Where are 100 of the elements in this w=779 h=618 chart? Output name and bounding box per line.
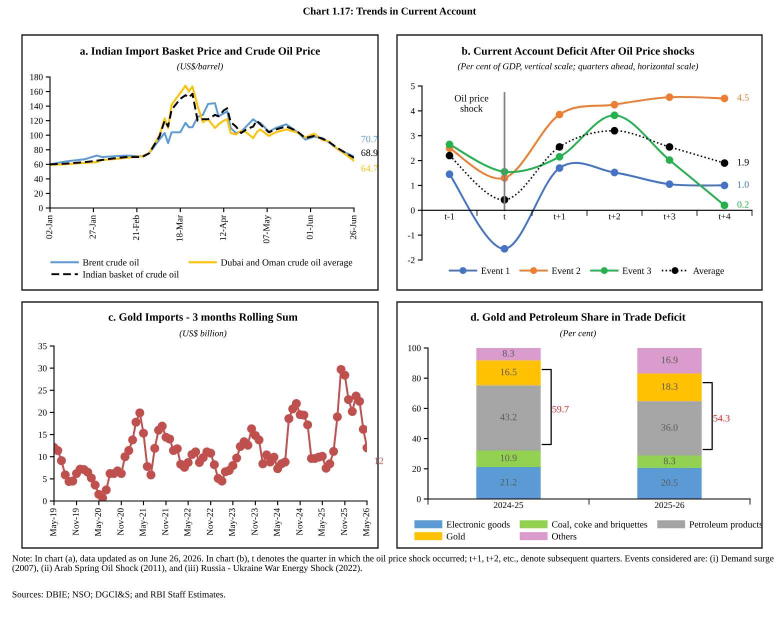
x-tick-label: 2024-25 [494, 502, 524, 508]
x-tick-label: 01-Jun [306, 215, 313, 240]
y-tick-label: 40 [34, 176, 43, 182]
annotation: 54.3 [714, 414, 730, 422]
bar [476, 348, 541, 360]
data-label: 20.5 [661, 479, 678, 486]
legend-label: Coal, coke and briquettes [552, 520, 648, 530]
data-label: 36.0 [661, 424, 678, 431]
legend-label: Electronic goods [446, 520, 510, 530]
x-tick-label: 2025-26 [654, 502, 684, 508]
y-tick-label: 10 [38, 454, 47, 460]
bar [637, 468, 702, 499]
y-tick-label: 0 [410, 207, 415, 214]
y-tick-label: 2 [410, 158, 415, 164]
y-tick-label: 0 [38, 205, 43, 212]
point [556, 153, 564, 161]
x-tick-label: Nov-22 [206, 508, 213, 536]
x-tick-label: t+3 [664, 213, 676, 220]
y-tick-label: 20 [38, 410, 47, 416]
point [446, 170, 454, 178]
y-tick-label: 20 [412, 466, 421, 472]
y-tick-label: 25 [38, 387, 47, 394]
x-tick-label: t [503, 214, 506, 220]
legend-label: Indian basket of crude oil [82, 270, 179, 278]
data-label: 16.9 [662, 356, 678, 364]
chart-subtitle: (Per cent of GDP, vertical scale; quarters ahead, horizontal scale) [458, 62, 698, 72]
point [720, 94, 728, 102]
x-tick-label: 27-Jan [90, 215, 96, 239]
x-tick-label: May-24 [274, 508, 282, 536]
point [556, 164, 564, 172]
y-tick-label: 4 [410, 108, 415, 114]
data-label: 1.0 [738, 181, 749, 188]
point [556, 110, 564, 118]
x-tick-label: Nov-19 [72, 508, 79, 536]
point [446, 140, 454, 148]
x-tick-label: May-22 [184, 508, 192, 536]
y-tick-label: 15 [38, 432, 47, 438]
x-tick-label: Nov-20 [117, 508, 124, 536]
point [666, 156, 674, 164]
legend-label: Petroleum products [689, 520, 763, 530]
data-label: 0.2 [737, 201, 749, 208]
y-tick-label: 60 [412, 406, 421, 412]
bar [637, 456, 702, 468]
bar [476, 360, 541, 386]
data-label: 4.5 [737, 94, 749, 101]
annotation: 70.7 [362, 136, 378, 142]
y-tick-label: 140 [30, 103, 43, 110]
point [610, 168, 618, 176]
chart-title: c. Gold Imports - 3 months Rolling Sum [108, 312, 298, 324]
y-tick-label: 60 [34, 161, 43, 168]
annotation: 68.9 [361, 150, 378, 156]
y-tick-label: -1 [408, 232, 415, 238]
text: Chart 1.17: Trends in Current Account [303, 7, 476, 15]
annotation: 64.7 [361, 165, 378, 172]
x-tick-label: 18-Mar [176, 215, 183, 242]
y-tick-label: 5 [43, 476, 47, 482]
y-tick-label: 5 [411, 83, 415, 90]
x-tick-label: Nov-21 [162, 508, 168, 536]
data-label: 16.5 [500, 368, 517, 376]
legend-label: Event 2 [552, 268, 580, 274]
legend-label: Others [552, 532, 576, 540]
bar [637, 374, 702, 402]
ref-line-label: Oil price shock [454, 94, 488, 112]
x-tick-label: t+1 [554, 213, 566, 220]
y-tick-label: 0 [42, 498, 47, 504]
x-tick-label: 21-Feb [132, 215, 140, 240]
point [446, 152, 454, 160]
y-tick-label: 20 [34, 190, 43, 197]
data-label: 8.3 [502, 350, 514, 357]
y-tick-label: 160 [30, 88, 43, 95]
data-label: 21.2 [500, 478, 516, 486]
chart-title: d. Gold and Petroleum Share in Trade Deficit [470, 312, 686, 321]
text: Note: In chart (a), data updated as on June 26, 2026. In chart (b), t denotes the quarter in which the oil price shock occurred; t+1, t+2, etc., denote subsequent quarters. Events considered are: (i) Demand surge (2007), (ii) Arab Spring Oil Shock (2011), and (iii) Russia - Ukraine War Energy Shock (2022). [12, 555, 774, 573]
annotation: 59.7 [552, 406, 569, 412]
chart-subtitle: (US$ billion) [180, 330, 226, 338]
point [720, 182, 728, 190]
data-label: 8.3 [664, 458, 676, 464]
x-tick-label: t+4 [718, 213, 730, 220]
point [720, 159, 728, 167]
point [500, 244, 508, 253]
legend-label: Gold [446, 532, 466, 540]
y-tick-label: 120 [30, 118, 43, 124]
y-tick-label: 0 [416, 496, 421, 502]
bar [476, 450, 541, 467]
x-tick-label: May-19 [50, 508, 58, 536]
x-tick-label: t-1 [444, 213, 454, 220]
y-tick-label: 30 [38, 365, 47, 372]
y-tick-label: 1 [411, 182, 415, 189]
chart-title: b. Current Account Deficit After Oil Price shocks [462, 46, 694, 55]
chart-title: a. Indian Import Basket Price and Crude Oil Price [80, 46, 320, 58]
x-tick-label: Nov-23 [252, 508, 258, 536]
bar [637, 348, 702, 374]
data-label: 1.9 [738, 158, 749, 166]
x-tick-label: t+2 [608, 213, 620, 220]
point [666, 93, 674, 102]
data-label: 18.3 [662, 383, 678, 390]
point [610, 126, 618, 135]
x-tick-label: May-26 [363, 508, 372, 536]
x-tick-label: May-20 [94, 508, 103, 536]
y-tick-label: 100 [30, 132, 43, 138]
